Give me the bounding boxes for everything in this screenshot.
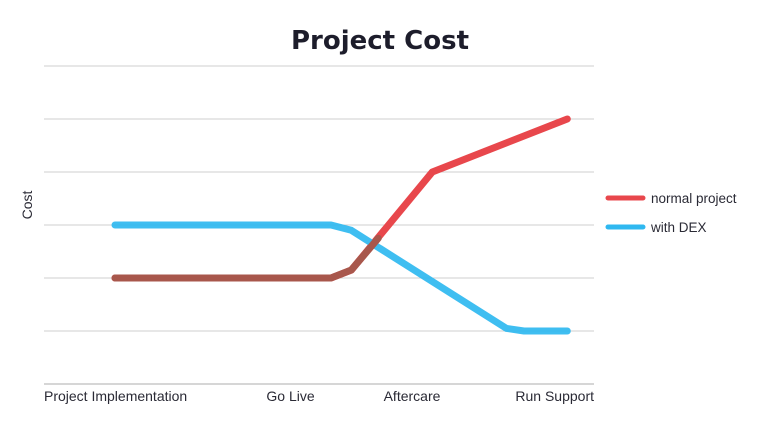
- legend: normal project with DEX: [605, 191, 737, 235]
- y-axis-label: Cost: [19, 191, 35, 220]
- series-lines: [111, 115, 571, 335]
- series-line-normal-project-segment: [111, 234, 382, 282]
- legend-label: normal project: [651, 191, 737, 206]
- series-line-normal-project: [111, 115, 571, 282]
- x-tick-labels: Project Implementation Go Live Aftercare Ru…: [44, 388, 594, 404]
- x-tick-label: Project Implementation: [44, 388, 187, 404]
- x-tick-label: Aftercare: [384, 388, 441, 404]
- series-line-with-DEX: [111, 221, 571, 335]
- x-tick-label: Run Support: [515, 388, 594, 404]
- legend-label: with DEX: [650, 220, 707, 235]
- chart-title: Project Cost: [291, 26, 469, 56]
- x-tick-label: Go Live: [266, 388, 314, 404]
